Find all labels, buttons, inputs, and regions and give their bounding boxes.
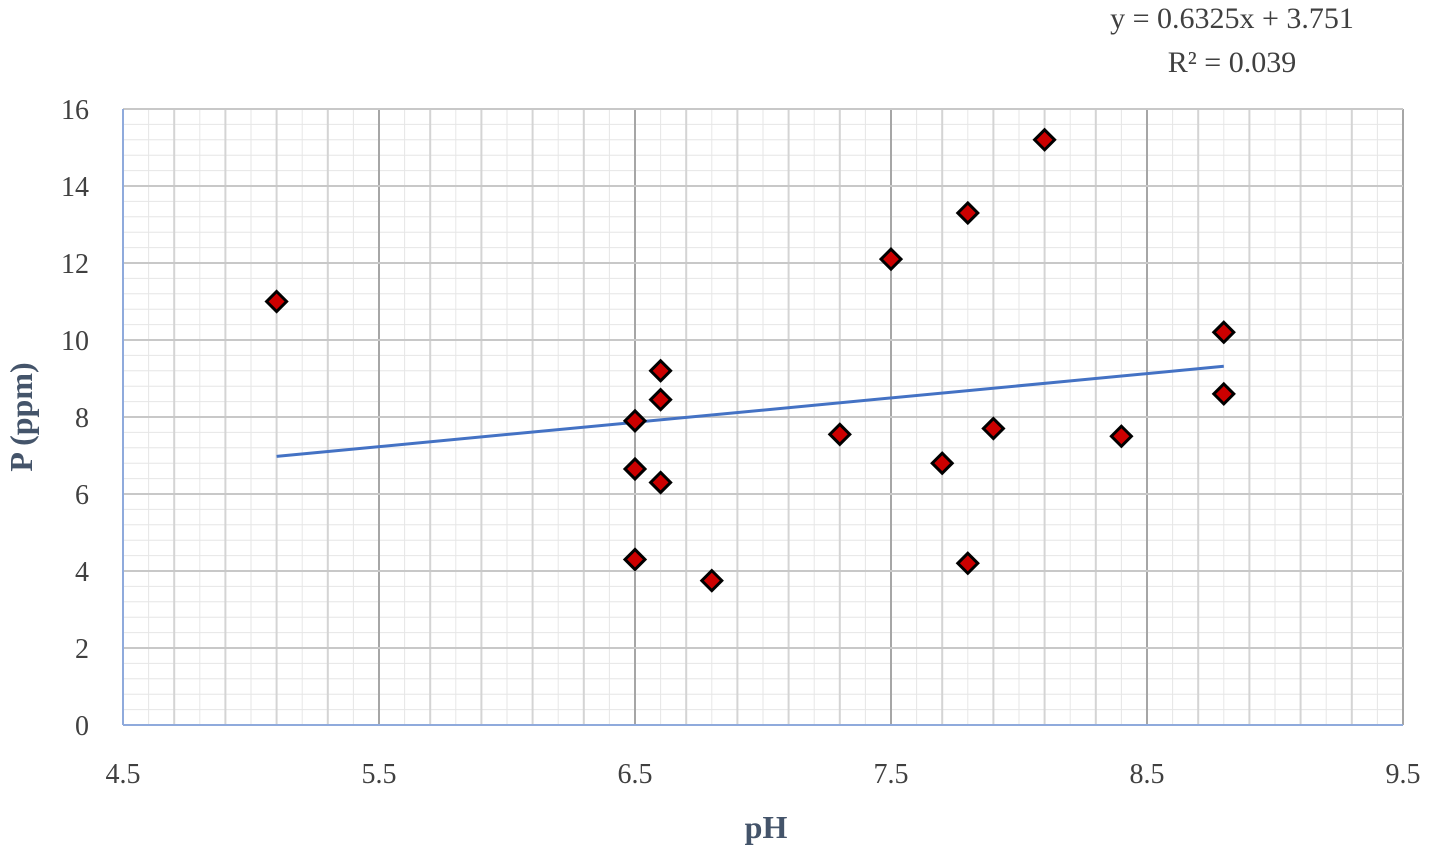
- trendline-equation: y = 0.6325x + 3.751: [1110, 2, 1354, 35]
- data-point: [264, 289, 289, 314]
- data-point: [981, 416, 1006, 441]
- y-tick-label: 10: [61, 326, 89, 357]
- data-point: [1032, 127, 1057, 152]
- data-point: [955, 551, 980, 576]
- y-tick-label: 6: [75, 480, 89, 511]
- x-tick-labels: 4.5 5.5 6.5 7.5 8.5 9.5: [106, 759, 1421, 790]
- data-point: [648, 470, 673, 495]
- x-tick-label: 9.5: [1386, 759, 1421, 790]
- y-tick-label: 12: [61, 249, 89, 280]
- x-tick-label: 6.5: [618, 759, 653, 790]
- x-axis-title: pH: [745, 809, 788, 845]
- data-point: [648, 358, 673, 383]
- y-tick-label: 4: [75, 557, 89, 588]
- data-points: [264, 127, 1236, 593]
- x-tick-label: 4.5: [106, 759, 141, 790]
- axes: [122, 109, 1403, 726]
- data-point: [1211, 320, 1236, 345]
- data-point: [878, 247, 904, 272]
- y-tick-labels: 0 2 4 6 8 10 12 14 16: [61, 95, 89, 742]
- y-tick-label: 16: [61, 95, 89, 126]
- data-point: [648, 387, 673, 412]
- data-point: [622, 408, 648, 433]
- data-point: [827, 422, 852, 447]
- y-tick-label: 14: [61, 172, 89, 203]
- y-tick-label: 8: [75, 403, 89, 434]
- y-axis-title: P (ppm): [3, 362, 39, 471]
- x-tick-label: 5.5: [362, 759, 397, 790]
- data-point: [1211, 381, 1236, 407]
- x-tick-label: 8.5: [1130, 759, 1165, 790]
- y-tick-label: 0: [75, 711, 89, 742]
- data-point: [699, 568, 724, 593]
- y-tick-label: 2: [75, 634, 89, 665]
- data-point: [622, 456, 648, 482]
- x-tick-label: 7.5: [874, 759, 909, 790]
- data-point: [622, 547, 648, 572]
- trendline: [276, 364, 1224, 458]
- data-point: [1109, 424, 1134, 449]
- data-point: [955, 200, 980, 226]
- trendline-r-squared: R² = 0.039: [1168, 46, 1296, 79]
- data-point: [930, 451, 955, 476]
- trendline-group: [276, 364, 1224, 458]
